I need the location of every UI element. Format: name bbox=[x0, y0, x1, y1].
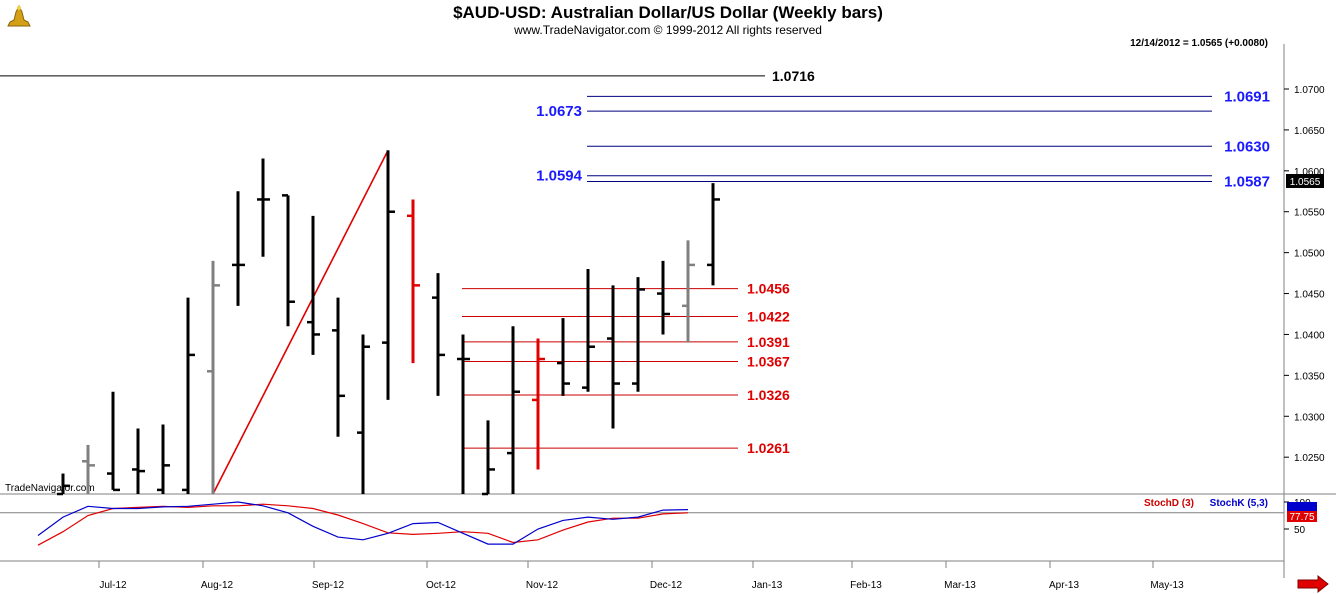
stoch-k-line bbox=[37, 501, 689, 545]
ohlc-bar bbox=[282, 194, 295, 327]
level-label-1.0691: 1.0691 bbox=[1224, 88, 1270, 105]
ohlc-bar bbox=[532, 338, 545, 470]
price-tick-label: 1.0250 bbox=[1294, 453, 1325, 464]
level-label-1.0326: 1.0326 bbox=[747, 387, 790, 403]
last-price-label: 1.0565 bbox=[1290, 177, 1321, 188]
ohlc-bar bbox=[582, 269, 595, 392]
chart-title: $AUD-USD: Australian Dollar/US Dollar (W… bbox=[453, 3, 883, 22]
price-tick-label: 1.0350 bbox=[1294, 371, 1325, 382]
copyright-text: www.TradeNavigator.com © 1999-2012 All r… bbox=[513, 23, 822, 37]
ohlc-bar bbox=[307, 215, 320, 355]
price-tick-label: 1.0500 bbox=[1294, 249, 1325, 260]
ohlc-bar bbox=[357, 334, 370, 494]
ohlc-bar bbox=[432, 273, 445, 396]
price-tick-label: 1.0600 bbox=[1294, 167, 1325, 178]
level-label-1.0673: 1.0673 bbox=[536, 103, 582, 120]
stoch-d-value-box bbox=[1287, 511, 1317, 522]
last-price-box bbox=[1286, 174, 1324, 188]
level-label-1.0587: 1.0587 bbox=[1224, 173, 1270, 190]
price-tick-label: 1.0450 bbox=[1294, 290, 1325, 301]
time-tick-label: Aug-12 bbox=[201, 580, 234, 591]
ohlc-bars bbox=[57, 150, 720, 496]
time-tick-label: Apr-13 bbox=[1049, 580, 1079, 591]
time-tick-label: Jul-12 bbox=[99, 580, 127, 591]
ohlc-bar bbox=[207, 260, 220, 494]
time-tick-label: May-13 bbox=[1150, 580, 1184, 591]
ohlc-bar bbox=[382, 150, 395, 400]
trade-navigator-logo-icon bbox=[6, 4, 32, 30]
ohlc-bar bbox=[132, 428, 145, 494]
price-tick-label: 1.0400 bbox=[1294, 330, 1325, 341]
time-tick-label: Jan-13 bbox=[752, 580, 783, 591]
stoch-tick-label: 50 bbox=[1294, 525, 1306, 536]
time-tick-label: Feb-13 bbox=[850, 580, 882, 591]
time-tick-label: Nov-12 bbox=[526, 580, 559, 591]
ohlc-bar bbox=[257, 158, 270, 257]
price-axis: 1.0700 1.0650 1.0600 1.0550 1.0500 1.0450 1.04… bbox=[1284, 85, 1325, 464]
legend-stoch-d: StochD (3) bbox=[1144, 498, 1194, 509]
time-tick-label: Dec-12 bbox=[650, 580, 683, 591]
level-label-1.0716: 1.0716 bbox=[772, 68, 815, 84]
level-label-1.0261: 1.0261 bbox=[747, 440, 790, 456]
stoch-d-line bbox=[37, 503, 689, 546]
last-bar-info: 12/14/2012 = 1.0565 (+0.0080) bbox=[1130, 38, 1268, 49]
time-tick-label: Mar-13 bbox=[944, 580, 976, 591]
ohlc-bar bbox=[157, 424, 170, 494]
scroll-right-arrow-icon[interactable] bbox=[1297, 574, 1329, 594]
ohlc-bar bbox=[407, 199, 420, 364]
ohlc-bar bbox=[457, 334, 470, 494]
ohlc-bar bbox=[57, 473, 70, 496]
level-label-1.0367: 1.0367 bbox=[747, 353, 790, 369]
ohlc-bar bbox=[482, 420, 495, 496]
level-label-1.0594: 1.0594 bbox=[536, 168, 583, 185]
level-label-1.0391: 1.0391 bbox=[747, 334, 790, 350]
ohlc-bar bbox=[332, 297, 345, 437]
stoch-k-value-box bbox=[1287, 502, 1317, 511]
time-tick-label: Oct-12 bbox=[426, 580, 456, 591]
ohlc-bar bbox=[182, 297, 195, 494]
time-axis: Jul-12 Aug-12 Sep-12 Oct-12 Nov-12 Dec-12 Jan-… bbox=[98, 561, 1184, 591]
ohlc-bar bbox=[507, 326, 520, 494]
ohlc-bar bbox=[607, 285, 620, 429]
ohlc-bar bbox=[632, 277, 645, 392]
price-tick-label: 1.0550 bbox=[1294, 208, 1325, 219]
level-label-1.0422: 1.0422 bbox=[747, 308, 790, 324]
ohlc-bar bbox=[682, 240, 695, 343]
watermark-text: TradeNavigator.com bbox=[5, 483, 95, 494]
stoch-value-label: 77.75 bbox=[1289, 512, 1314, 523]
ohlc-bar bbox=[557, 318, 570, 396]
legend-stoch-k: StochK (5,3) bbox=[1210, 498, 1268, 509]
ohlc-bar bbox=[657, 260, 670, 335]
ohlc-bar bbox=[82, 444, 95, 494]
price-levels: 1.0716 1.0691 1.0673 1.0630 1.0594 1.0587 1.04… bbox=[0, 68, 1270, 456]
price-tick-label: 1.0300 bbox=[1294, 412, 1325, 423]
price-tick-label: 1.0700 bbox=[1294, 85, 1325, 96]
ohlc-bar bbox=[232, 191, 245, 306]
trend-line bbox=[212, 150, 389, 495]
ohlc-bar bbox=[107, 391, 120, 492]
price-tick-label: 1.0650 bbox=[1294, 126, 1325, 137]
level-label-1.0630: 1.0630 bbox=[1224, 138, 1270, 155]
level-label-1.0456: 1.0456 bbox=[747, 281, 790, 297]
ohlc-bar bbox=[707, 183, 720, 286]
plot-background bbox=[0, 44, 1336, 594]
time-tick-label: Sep-12 bbox=[312, 580, 345, 591]
